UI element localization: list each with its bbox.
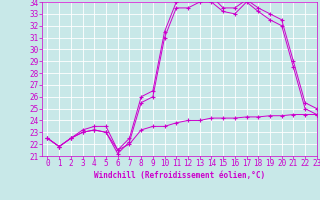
X-axis label: Windchill (Refroidissement éolien,°C): Windchill (Refroidissement éolien,°C) — [94, 171, 265, 180]
